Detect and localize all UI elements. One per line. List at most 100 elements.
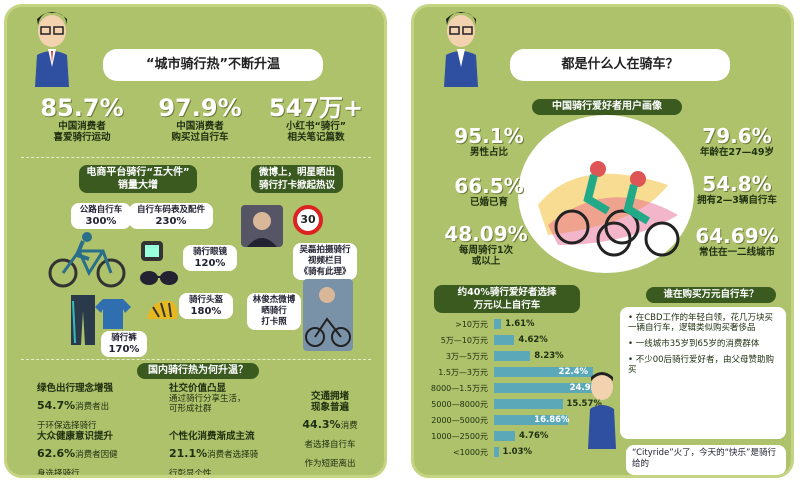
bar [494,431,515,441]
reason-body: 消费 者选择自行车 作为短距离出 行第一工具 [304,421,358,469]
speed-sign: 30 [293,205,323,235]
reason-head: 社交价值凸显 [169,383,227,394]
mascot-illustration [444,12,478,87]
stat-label: 小红书“骑行” 相关笔记篇数 [286,121,346,143]
divider [21,359,371,360]
portrait-stat: 64.69% 常住在一二线城市 [682,224,791,258]
reason-card: 大众健康意识提升 62.6%消费者因健 身选择骑行 [37,431,141,478]
quote-bubble: “Cityride”火了，今天的“快乐”是骑行给的 [626,445,786,475]
item-pct: 300% [85,216,117,227]
divider [21,157,371,158]
reason-head: 绿色出行理念增强 [37,383,114,394]
bar [494,319,502,329]
ecom-title: 电商平台骑行“五大件” 销量大增 [79,165,197,193]
mascot-illustration [588,372,616,449]
reason-card: 绿色出行理念增强 54.7%消费者出 于环保选择骑行 [37,383,141,432]
reason-head: 大众健康意识提升 [37,431,114,442]
portrait-circle [518,115,694,273]
bar-category-label: 8000—1.5万元 [430,384,488,393]
reason-head: 个性化消费渐成主流 [169,431,255,442]
right-title: 都是什么人在骑车？ [510,49,730,81]
who-item: • 一线城市35岁到65岁的消费群体 [628,339,760,349]
reason-head: 交通拥堵 现象普遍 [310,391,349,413]
mascot-illustration [35,12,69,87]
portrait-stat: 48.09% 每周骑行1次 或以上 [438,223,534,267]
bar-category-label: 5000—8000元 [431,400,488,409]
item-pct: 180% [190,306,222,317]
bar [494,383,604,393]
reason-pct: 44.3% [302,418,341,431]
right-infographic-panel: 都是什么人在骑车？ 中国骑行爱好者用户画像 95.1% 男性占比 66.5% 已… [411,4,794,478]
reason-body: 消费者出 于环保选择骑行 [37,402,110,431]
stat-card: 85.7% 中国消费者 喜爱骑行运动 [27,95,137,143]
reason-pct: 54.7% [37,399,76,412]
stat-label: 男性占比 [469,147,508,158]
who-item-text: 一线城市35岁到65岁的消费群体 [635,339,760,349]
reason-card: 交通拥堵 现象普遍 44.3%消费 者选择自行车 作为短距离出 行第一工具 [289,391,371,475]
bar [494,415,569,425]
portrait-stat: 79.6% 年龄在27—49岁 [682,124,791,158]
stat-value: 95.1% [454,124,524,148]
stat-value: 97.9% [158,94,242,122]
bar-value-label: 16.86% [534,415,570,425]
item-pct: 170% [108,344,140,355]
item-pct: 230% [155,216,187,227]
item-pct: 120% [194,258,226,269]
item-bike-computer: 自行车码表及配件 230% [129,203,213,229]
reason-card: 社交价值凸显 通过骑行分享生活， 可形成社群 [169,383,281,414]
stat-value: 85.7% [40,94,124,122]
item-pants: 骑行裤 170% [101,331,147,357]
reason-body: 消费者因健 身选择骑行 [37,450,118,478]
bar [494,351,531,361]
bar-category-label: 2000—5000元 [431,416,488,425]
celeb-photo-1 [241,205,283,247]
bar [494,335,515,345]
reason-body: 消费者选择骑 行彰显个性 [169,450,259,478]
stat-value: 547万+ [268,94,364,122]
reason-body: 通过骑行分享生活， 可形成社群 [169,394,246,414]
portrait-title: 中国骑行爱好者用户画像 [532,99,682,115]
stat-value: 66.5% [454,174,524,198]
celeb1-caption: 吴磊拍摄骑行 视频栏目 《骑有此理》 [293,243,357,280]
cyclists-illustration [538,161,680,257]
stat-value: 54.8% [702,172,772,196]
bar-category-label: 3万—5万元 [445,352,488,361]
who-item-text: 在CBD工作的年轻白领，花几万块买一辆自行车，逻辑类似购买奢侈品 [628,313,774,333]
celeb-photo-2 [303,279,353,351]
bar-value-label: 1.61% [505,319,535,329]
bar [494,367,593,377]
portrait-stat: 66.5% 已婚已育 [444,175,534,208]
item-road-bike: 公路自行车 300% [71,203,131,229]
bar-category-label: 5万—10万元 [440,336,488,345]
stat-value: 64.69% [695,224,779,248]
bike-computer-icon [141,241,163,261]
bar-value-label: 8.23% [534,351,564,361]
left-infographic-panel: “城市骑行热”不断升温 85.7% 中国消费者 喜爱骑行运动 97.9% 中国消… [4,4,387,478]
price-bar-chart: >10万元 1.61% 5万—10万元 4.62% 3万—5万元 8.23% 1.5万—3万… [424,319,614,469]
portrait-stat: 54.8% 拥有2—3辆自行车 [682,172,791,206]
celeb2-caption: 林俊杰微博 晒骑行 打卡照 [247,293,301,330]
bar-category-label: 1000—2500元 [431,432,488,441]
bar-value-label: 15.57% [566,399,602,409]
who-list: • 在CBD工作的年轻白领，花几万块买一辆自行车，逻辑类似购买奢侈品 • 一线城… [620,307,786,439]
bar-value-label: 4.62% [518,335,548,345]
bar-value-label: 22.4% [558,367,589,377]
left-title: “城市骑行热”不断升温 [103,49,323,81]
stats-row: 85.7% 中国消费者 喜爱骑行运动 97.9% 中国消费者 购买过自行车 54… [27,95,372,155]
stat-value: 79.6% [702,124,772,148]
helmet-icon [147,300,178,319]
who-item: • 不少00后骑行爱好者，由父母赞助购买 [628,355,775,375]
reason-card: 个性化消费渐成主流 21.1%消费者选择骑 行彰显个性 [169,431,281,478]
item-name: 公路自行车 [79,205,123,215]
bar-category-label: 1.5万—3万元 [438,368,488,377]
reason-pct: 62.6% [37,447,76,460]
stat-label: 拥有2—3辆自行车 [697,195,777,206]
stat-label: 常住在一二线城市 [698,247,775,258]
jersey-icon [95,299,131,329]
item-helmet: 骑行头盔 180% [179,293,233,319]
bar [494,447,499,457]
item-glasses: 骑行眼镜 120% [183,245,237,271]
portrait-stat: 95.1% 男性占比 [444,125,534,158]
stat-label: 已婚已育 [469,197,508,208]
item-name: 骑行眼镜 [192,247,227,257]
